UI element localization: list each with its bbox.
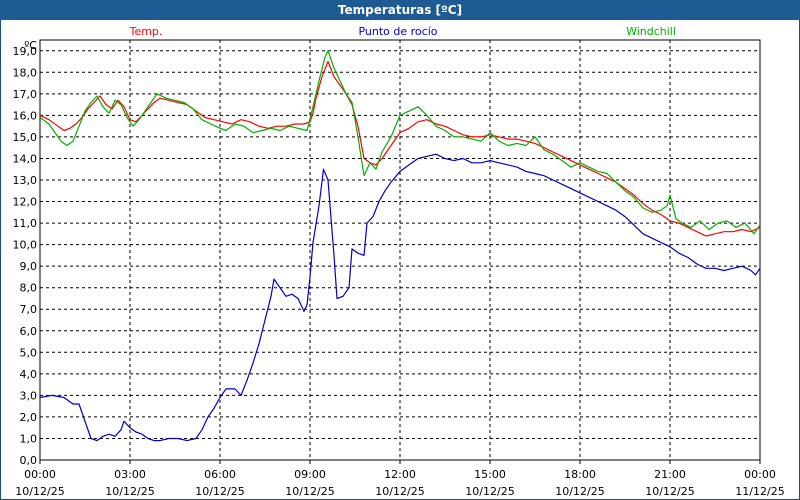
y-tick-label: 7,0 [20, 303, 38, 316]
y-tick-label: 16,0 [13, 109, 38, 122]
chart-title: Temperaturas [ºC] [0, 0, 800, 20]
y-tick-label: 12,0 [13, 196, 38, 209]
x-tick-date: 10/12/25 [555, 485, 604, 498]
y-unit-label: ºC [24, 39, 37, 52]
y-tick-label: 9,0 [20, 260, 38, 273]
tick-labels: 0,0 1,0 2,0 3,0 4,0 5,0 6,0 7,0 8,0 9,0 10,0 11,0 12… [13, 39, 785, 498]
y-tick-label: 2,0 [20, 411, 38, 424]
x-tick-time: 00:00 [24, 468, 56, 481]
x-tick-time: 12:00 [384, 468, 416, 481]
y-tick-label: 8,0 [20, 282, 38, 295]
axes [39, 39, 761, 464]
series-line [39, 60, 761, 237]
x-tick-time: 15:00 [474, 468, 506, 481]
x-tick-date: 10/12/25 [285, 485, 334, 498]
y-tick-label: 4,0 [20, 368, 38, 381]
y-tick-label: 18,0 [13, 66, 38, 79]
y-tick-label: 15,0 [13, 131, 38, 144]
y-tick-label: 5,0 [20, 346, 38, 359]
x-tick-date: 10/12/25 [465, 485, 514, 498]
x-tick-date: 10/12/25 [15, 485, 64, 498]
x-tick-date: 10/12/25 [195, 485, 244, 498]
x-tick-date: 10/12/25 [105, 485, 154, 498]
series-line [39, 50, 761, 235]
y-tick-label: 19,0 [13, 45, 38, 58]
plot-frame [39, 39, 761, 461]
y-tick-label: 10,0 [13, 239, 38, 252]
y-tick-label: 0,0 [20, 454, 38, 467]
x-tick-date: 11/12/25 [735, 485, 784, 498]
series-line [39, 153, 761, 442]
x-tick-time: 06:00 [204, 468, 236, 481]
x-tick-date: 10/12/25 [645, 485, 694, 498]
y-tick-label: 17,0 [13, 88, 38, 101]
y-tick-label: 1,0 [20, 432, 38, 445]
x-tick-date: 10/12/25 [375, 485, 424, 498]
series-lines [39, 50, 761, 442]
y-tick-label: 14,0 [13, 152, 38, 165]
legend-entry: Windchill [626, 25, 676, 38]
y-tick-label: 13,0 [13, 174, 38, 187]
y-tick-label: 3,0 [20, 389, 38, 402]
y-tick-label: 11,0 [13, 217, 38, 230]
x-tick-time: 03:00 [114, 468, 146, 481]
y-tick-label: 6,0 [20, 325, 38, 338]
x-tick-time: 09:00 [294, 468, 326, 481]
x-tick-time: 21:00 [654, 468, 686, 481]
legend-entry: Temp. [129, 25, 163, 38]
legend-entry: Punto de rocío [358, 25, 437, 38]
x-tick-time: 00:00 [744, 468, 776, 481]
x-tick-time: 18:00 [564, 468, 596, 481]
grid [40, 40, 760, 460]
legend: Temp. Punto de rocío Windchill [129, 25, 676, 38]
